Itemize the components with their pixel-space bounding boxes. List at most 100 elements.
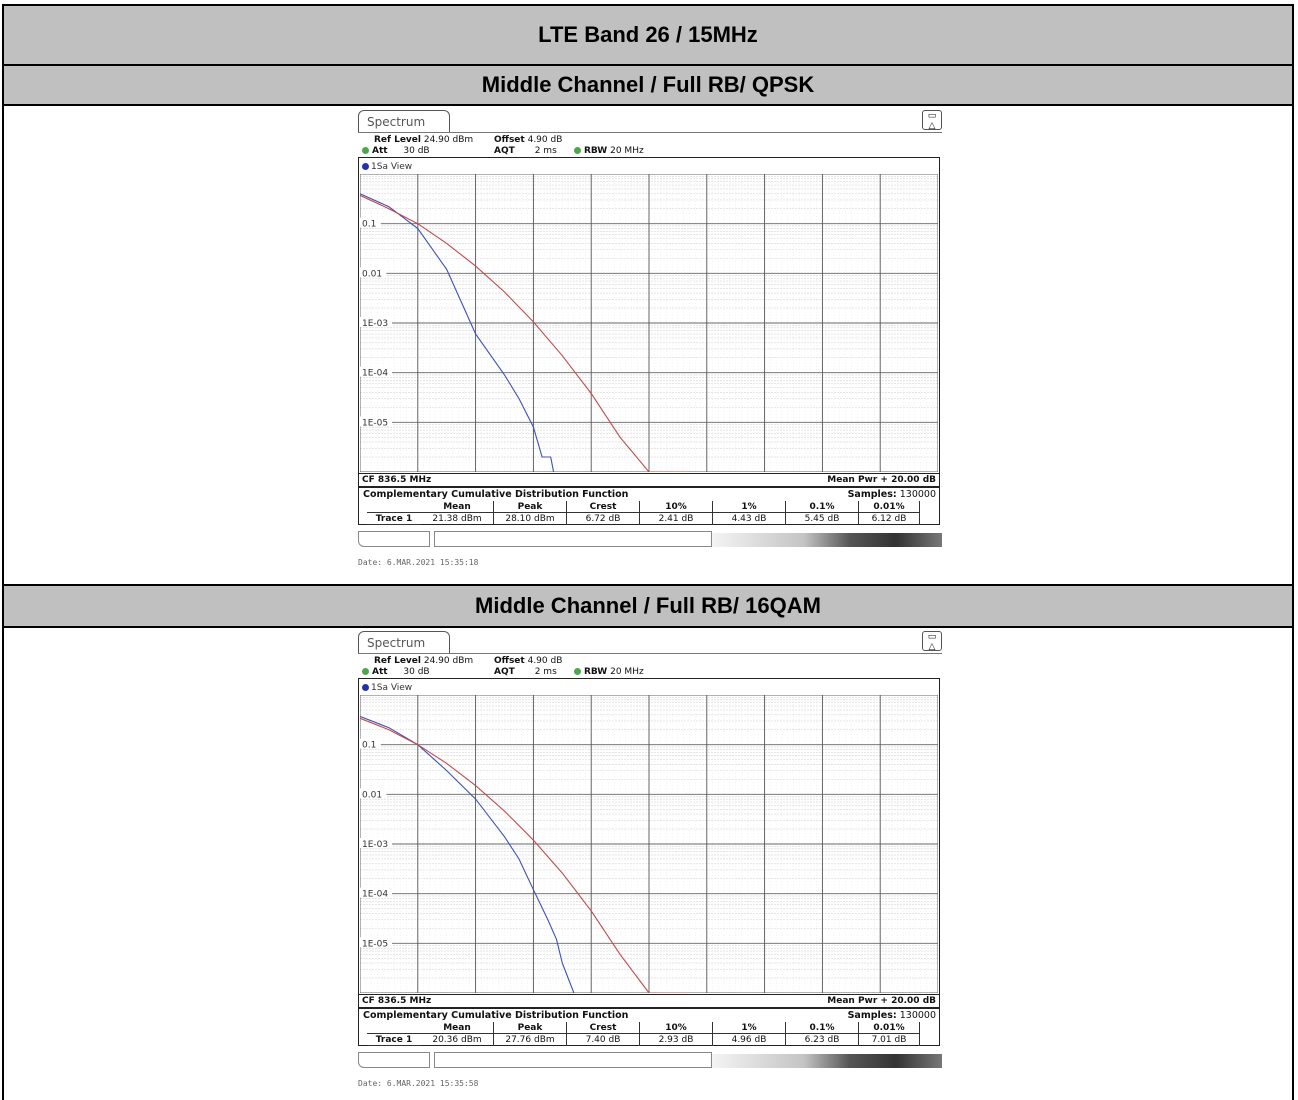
- view-label: 1Sa View: [362, 683, 412, 693]
- offset: Offset 4.90 dB: [494, 656, 563, 666]
- ytick-label: 1E-04: [362, 890, 388, 900]
- stat-value: 28.10 dBm: [493, 512, 567, 525]
- offset: Offset 4.90 dB: [494, 135, 563, 145]
- samples: Samples: 130000: [847, 489, 936, 500]
- stat-header: 0.01%: [858, 1022, 920, 1034]
- ccdf-plot: 0.1 0.01 1E-03 1E-04 1E-05: [360, 695, 938, 993]
- stats-table: Mean Peak Crest 10% 1% 0.1% 0.01% Trace 1 21.38 …: [367, 501, 920, 525]
- stat-header: Peak: [493, 1022, 567, 1034]
- ref-level: Ref Level 24.90 dBm: [374, 656, 474, 666]
- stats-table: Mean Peak Crest 10% 1% 0.1% 0.01% Trace 1 20.36 …: [367, 1022, 920, 1046]
- ytick-label-bg: [360, 887, 392, 898]
- stat-value: 2.41 dB: [639, 512, 713, 525]
- stat-value: 4.96 dB: [712, 1033, 786, 1046]
- status-dot-icon: [362, 147, 369, 154]
- ytick-label-bg: [360, 267, 387, 278]
- stat-header: Mean: [421, 501, 494, 513]
- ccdf-stats: Complementary Cumulative Distribution Fu…: [358, 487, 940, 525]
- status-dot-icon: [362, 668, 369, 675]
- stat-value: 6.72 dB: [566, 512, 640, 525]
- section-title-16qam: Middle Channel / Full RB/ 16QAM: [4, 584, 1292, 628]
- stat-header: 10%: [639, 501, 713, 513]
- progress-indicator: [712, 1054, 942, 1068]
- ytick-label: 0.1: [362, 220, 376, 230]
- plot-footer: CF 836.5 MHz Mean Pwr + 20.00 dB: [358, 473, 940, 486]
- ytick-label-bg: [360, 317, 392, 327]
- status-dot-icon: [574, 668, 581, 675]
- ccdf-plot: 0.1 0.01 1E-03 1E-04 1E-05: [360, 174, 938, 472]
- timestamp: Date: 6.MAR.2021 15:35:58: [358, 1079, 479, 1088]
- ytick-label: 1E-05: [362, 418, 388, 428]
- ytick-label-bg: [360, 788, 387, 799]
- ytick-label-bg: [360, 738, 381, 749]
- series-line-1: [360, 715, 575, 993]
- analyzer-screenshot-qpsk: Spectrum ▭ △ Ref Level 24.90 dBm Offset 4…: [356, 106, 942, 576]
- trace-label: Trace 1: [367, 1033, 421, 1046]
- section-title-qpsk: Middle Channel / Full RB/ QPSK: [4, 66, 1292, 106]
- att: Att 30 dB: [362, 667, 430, 677]
- ytick-label: 1E-03: [362, 319, 388, 329]
- trace-dot-icon: [362, 684, 369, 691]
- stat-header: Mean: [421, 1022, 494, 1034]
- mean-power: Mean Pwr + 20.00 dB: [827, 475, 936, 485]
- samples: Samples: 130000: [847, 1010, 936, 1021]
- stat-value: 7.01 dB: [858, 1033, 920, 1046]
- ytick-label: 0.01: [362, 269, 382, 279]
- stat-header: Peak: [493, 501, 567, 513]
- report-table: LTE Band 26 / 15MHz Middle Channel / Ful…: [2, 4, 1294, 1100]
- grid: [360, 695, 938, 993]
- progress-indicator: [712, 533, 942, 547]
- stat-header: 0.1%: [785, 501, 859, 513]
- series-line-2: [360, 717, 690, 993]
- ytick-label-bg: [360, 937, 392, 948]
- stat-header: 0.1%: [785, 1022, 859, 1034]
- stat-value: 20.36 dBm: [421, 1033, 494, 1046]
- aqt: AQT 2 ms: [494, 146, 557, 156]
- stat-header: 1%: [712, 1022, 786, 1034]
- aqt: AQT 2 ms: [494, 667, 557, 677]
- ytick-label: 1E-04: [362, 369, 388, 379]
- stats-title: Complementary Cumulative Distribution Fu…: [363, 1010, 629, 1021]
- stat-value: 7.40 dB: [566, 1033, 640, 1046]
- stats-title: Complementary Cumulative Distribution Fu…: [363, 489, 629, 500]
- stat-header: 0.01%: [858, 501, 920, 513]
- battery-icon: ▭ △: [922, 110, 942, 131]
- spectrum-tab[interactable]: Spectrum: [358, 110, 450, 132]
- status-bar: [358, 529, 942, 549]
- stat-value: 6.12 dB: [858, 512, 920, 525]
- timestamp: Date: 6.MAR.2021 15:35:18: [358, 558, 479, 567]
- stat-value: 6.23 dB: [785, 1033, 859, 1046]
- stat-header: Crest: [566, 1022, 640, 1034]
- analyzer-screenshot-16qam: Spectrum ▭ △ Ref Level 24.90 dBm Offset 4…: [356, 627, 942, 1097]
- trace-label: Trace 1: [367, 512, 421, 525]
- stat-value: 2.93 dB: [639, 1033, 713, 1046]
- ytick-label: 0.1: [362, 741, 376, 751]
- spectrum-tab[interactable]: Spectrum: [358, 631, 450, 653]
- ref-level: Ref Level 24.90 dBm: [374, 135, 474, 145]
- view-label: 1Sa View: [362, 162, 412, 172]
- battery-icon: ▭ △: [922, 631, 942, 652]
- ytick-label-bg: [360, 838, 392, 848]
- stat-header: 10%: [639, 1022, 713, 1034]
- stat-header: 1%: [712, 501, 786, 513]
- center-frequency: CF 836.5 MHz: [362, 996, 432, 1006]
- stat-value: 27.76 dBm: [493, 1033, 567, 1046]
- ytick-label: 0.01: [362, 790, 382, 800]
- grid: [360, 174, 938, 472]
- ytick-label: 1E-05: [362, 939, 388, 949]
- series-line-2: [360, 194, 687, 472]
- status-dot-icon: [574, 147, 581, 154]
- rbw: RBW 20 MHz: [574, 146, 644, 156]
- status-bar: [358, 1050, 942, 1070]
- series-line-1: [360, 193, 555, 472]
- stat-header: Crest: [566, 501, 640, 513]
- rbw: RBW 20 MHz: [574, 667, 644, 677]
- ytick-label-bg: [360, 366, 392, 377]
- band-title: LTE Band 26 / 15MHz: [4, 6, 1292, 66]
- att: Att 30 dB: [362, 146, 430, 156]
- stat-value: 5.45 dB: [785, 512, 859, 525]
- ytick-label-bg: [360, 217, 381, 228]
- mean-power: Mean Pwr + 20.00 dB: [827, 996, 936, 1006]
- center-frequency: CF 836.5 MHz: [362, 475, 432, 485]
- ytick-label: 1E-03: [362, 840, 388, 850]
